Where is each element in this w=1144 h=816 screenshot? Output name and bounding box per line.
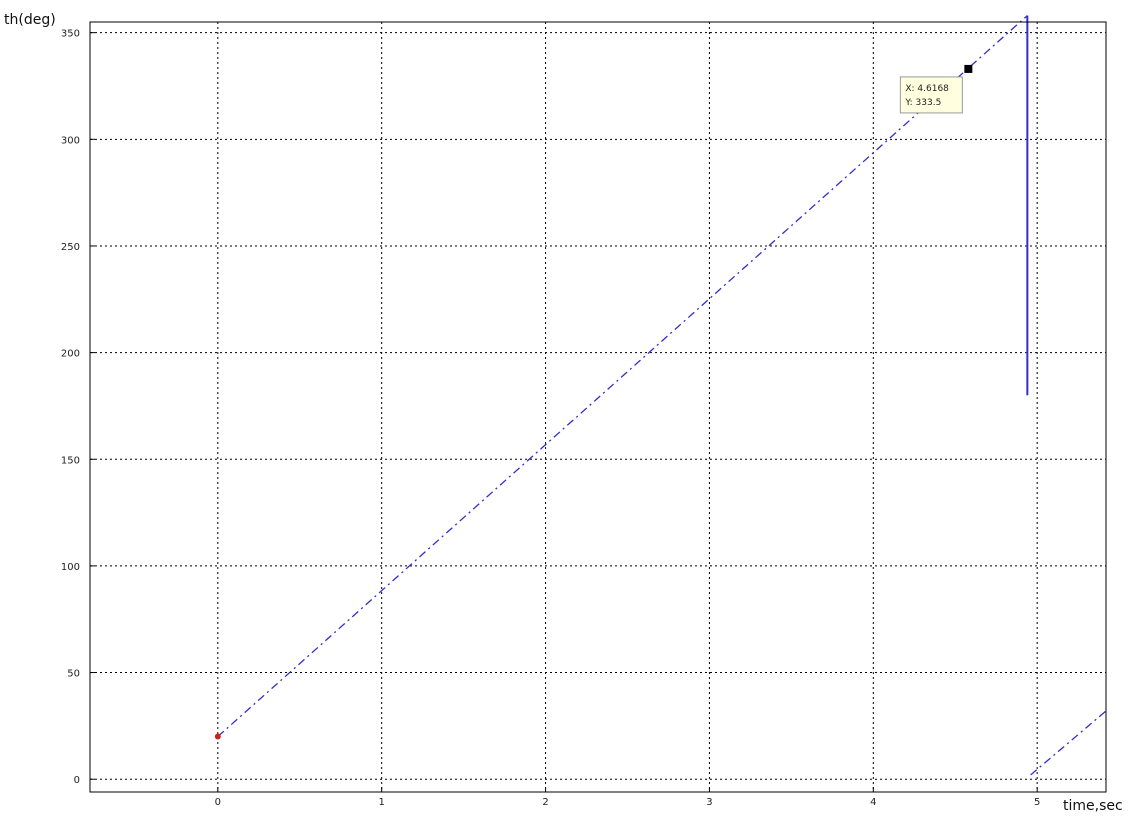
y-tick-label: 150: [61, 455, 80, 466]
series-lines: [217, 15, 1107, 776]
data-tip[interactable]: X: 4.6168 Y: 333.5: [899, 64, 973, 114]
y-tick-label: 350: [61, 29, 80, 40]
x-axis-label: time,sec: [1063, 798, 1123, 814]
data-tip-anchor[interactable]: [964, 64, 973, 73]
data-tip-y-text: Y: 333.5: [904, 98, 941, 108]
x-tick-label: 3: [706, 797, 712, 808]
x-tick-label: 4: [870, 797, 876, 808]
plot-frame: [89, 21, 1107, 793]
y-tick-label: 200: [61, 349, 80, 360]
y-tick-label: 300: [61, 135, 80, 146]
x-tick-label: 5: [1034, 797, 1040, 808]
data-tip-x-text: X: 4.6168: [905, 84, 949, 94]
series-line-3: [1030, 710, 1107, 776]
y-tick-label: 100: [61, 562, 80, 573]
markers: [214, 733, 221, 740]
data-tip-box: [899, 76, 963, 114]
x-tick-label: 2: [542, 797, 548, 808]
grid-lines: [90, 22, 1106, 792]
y-tick-label: 250: [61, 242, 80, 253]
y-tick-label: 50: [67, 669, 80, 680]
y-tick-label: 0: [74, 775, 80, 786]
series-line-1: [217, 15, 1028, 738]
y-axis-label: th(deg): [4, 12, 56, 28]
start-marker: [214, 733, 221, 740]
x-tick-label: 1: [379, 797, 385, 808]
x-tick-label: 0: [215, 797, 221, 808]
